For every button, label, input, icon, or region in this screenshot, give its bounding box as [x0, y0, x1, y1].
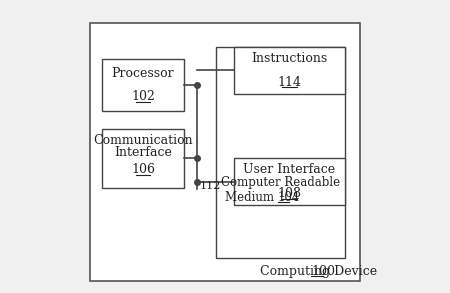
FancyBboxPatch shape	[90, 23, 360, 281]
Text: 106: 106	[131, 163, 155, 176]
Text: Computing Device: Computing Device	[260, 265, 377, 277]
FancyBboxPatch shape	[216, 47, 345, 258]
Text: 102: 102	[131, 90, 155, 103]
Text: 100: 100	[311, 265, 335, 277]
FancyBboxPatch shape	[102, 59, 184, 111]
Text: Communication: Communication	[93, 134, 193, 147]
Text: Computer Readable: Computer Readable	[221, 176, 340, 189]
FancyBboxPatch shape	[102, 129, 184, 188]
Text: Processor: Processor	[112, 67, 174, 80]
FancyBboxPatch shape	[234, 158, 345, 205]
Text: Medium: Medium	[225, 191, 278, 204]
Text: User Interface: User Interface	[243, 163, 336, 176]
Text: 104: 104	[278, 191, 301, 204]
Text: Instructions: Instructions	[252, 52, 328, 65]
Text: 112: 112	[200, 181, 221, 191]
Text: 114: 114	[278, 76, 302, 88]
Text: 108: 108	[278, 187, 302, 200]
FancyBboxPatch shape	[234, 47, 345, 94]
Text: Interface: Interface	[114, 146, 172, 159]
